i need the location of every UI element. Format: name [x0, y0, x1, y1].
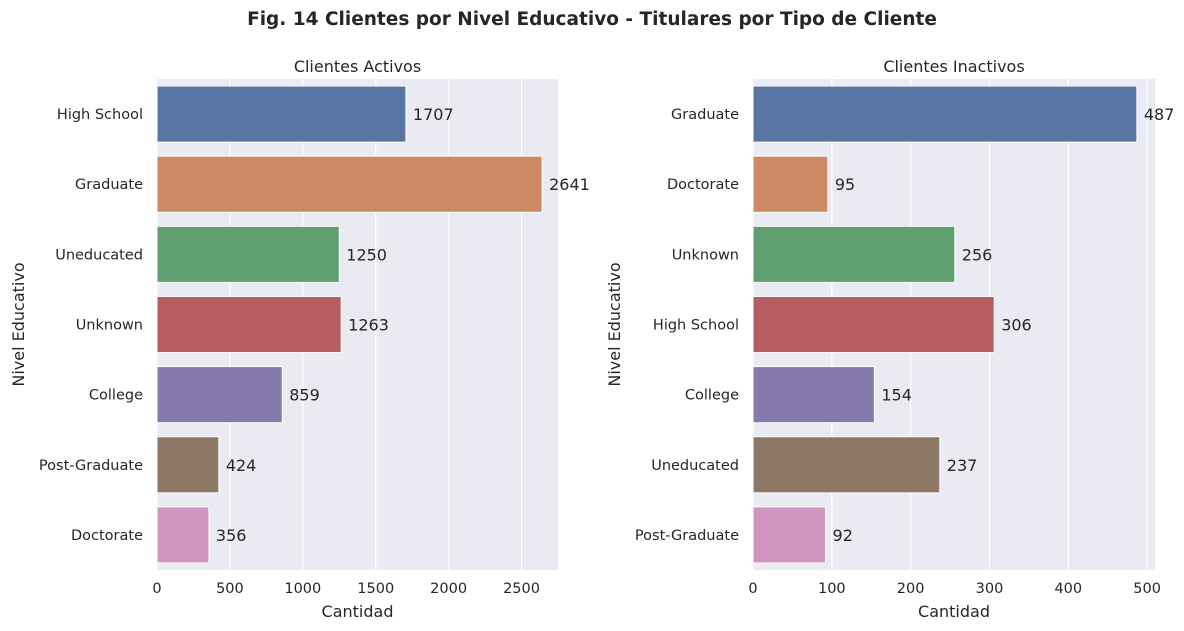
- x-tick-label: 0: [748, 581, 757, 597]
- y-category-label: Doctorate: [667, 177, 739, 193]
- y-category-label: Unknown: [672, 247, 739, 263]
- y-category-label: Doctorate: [71, 528, 143, 544]
- bar: [156, 155, 543, 213]
- bar: [752, 366, 875, 424]
- bar: [156, 85, 407, 143]
- y-category-label: Uneducated: [55, 247, 143, 263]
- bar: [156, 225, 340, 283]
- bar-value-label: 237: [947, 456, 978, 475]
- chart-panel-1: 0 500 1000 1500 2000 2500 High School 1707 Gradu…: [9, 57, 590, 621]
- x-tick-label: 2500: [503, 581, 540, 597]
- bar: [156, 436, 220, 494]
- y-axis-label: Nivel Educativo: [605, 262, 624, 386]
- x-tick-label: 200: [897, 581, 925, 597]
- bar-value-label: 1707: [413, 105, 454, 124]
- x-tick-label: 1000: [284, 581, 321, 597]
- subplot-title: Clientes Activos: [294, 57, 421, 76]
- bar-value-label: 2641: [549, 175, 590, 194]
- x-tick-label: 100: [818, 581, 846, 597]
- bar-value-label: 256: [962, 245, 993, 264]
- y-category-label: College: [89, 388, 143, 404]
- x-axis-label: Cantidad: [322, 602, 394, 621]
- figure-title: Fig. 14 Clientes por Nivel Educativo - T…: [247, 9, 937, 30]
- y-category-label: High School: [653, 318, 739, 334]
- x-axis-label: Cantidad: [918, 602, 990, 621]
- x-tick-label: 1500: [357, 581, 394, 597]
- x-tick-label: 2000: [430, 581, 467, 597]
- bar-value-label: 306: [1001, 316, 1032, 335]
- x-tick-label: 0: [152, 581, 161, 597]
- y-category-label: Graduate: [75, 177, 143, 193]
- bar-value-label: 154: [881, 386, 912, 405]
- y-category-label: Post-Graduate: [635, 528, 739, 544]
- bar-value-label: 487: [1144, 105, 1175, 124]
- x-tick-label: 300: [976, 581, 1004, 597]
- y-category-label: Graduate: [671, 107, 739, 123]
- x-tick-label: 500: [216, 581, 244, 597]
- y-category-label: Unknown: [76, 318, 143, 334]
- bar-value-label: 424: [226, 456, 257, 475]
- y-category-label: Uneducated: [651, 458, 739, 474]
- bar-value-label: 859: [289, 386, 320, 405]
- bar: [752, 85, 1138, 143]
- y-category-label: College: [685, 388, 739, 404]
- y-category-label: High School: [57, 107, 143, 123]
- bar-value-label: 1250: [346, 245, 387, 264]
- bar: [752, 225, 956, 283]
- y-category-label: Post-Graduate: [39, 458, 143, 474]
- bar-value-label: 95: [835, 175, 855, 194]
- bar: [156, 506, 210, 564]
- bar: [752, 155, 829, 213]
- bar-value-label: 1263: [348, 316, 389, 335]
- x-tick-label: 500: [1133, 581, 1161, 597]
- bar: [752, 436, 941, 494]
- y-axis-label: Nivel Educativo: [9, 262, 28, 386]
- x-tick-label: 400: [1054, 581, 1082, 597]
- bar: [156, 295, 342, 354]
- bar: [752, 506, 827, 564]
- bar-value-label: 92: [833, 526, 853, 545]
- chart-panel-2: 0 100 200 300 400 500 Graduate 487 Doctorate 95 Un…: [605, 57, 1174, 621]
- subplot-title: Clientes Inactivos: [883, 57, 1024, 76]
- bar-value-label: 356: [216, 526, 247, 545]
- bar: [752, 295, 995, 354]
- bar: [156, 366, 283, 424]
